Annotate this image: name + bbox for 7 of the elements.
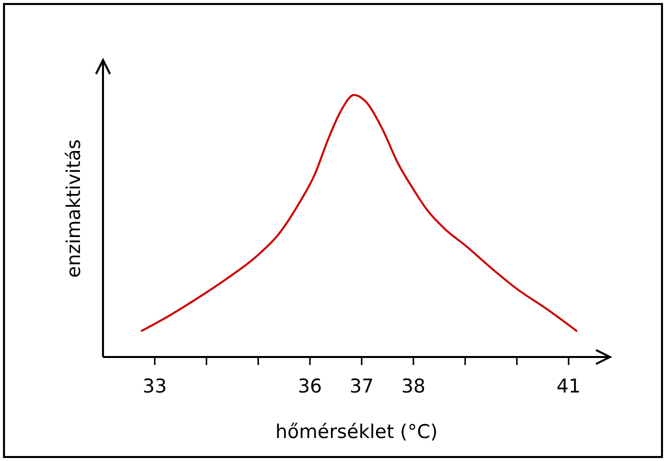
x-tick-label: 33 [142, 375, 167, 398]
x-tick-label: 41 [556, 375, 581, 398]
x-tick-label: 38 [401, 375, 426, 398]
x-axis-title: hőmérséklet (°C) [275, 421, 438, 443]
x-tick-label: 36 [298, 375, 322, 398]
x-tick-label: 37 [350, 375, 374, 398]
y-axis-title: enzimaktivitás [63, 139, 85, 278]
